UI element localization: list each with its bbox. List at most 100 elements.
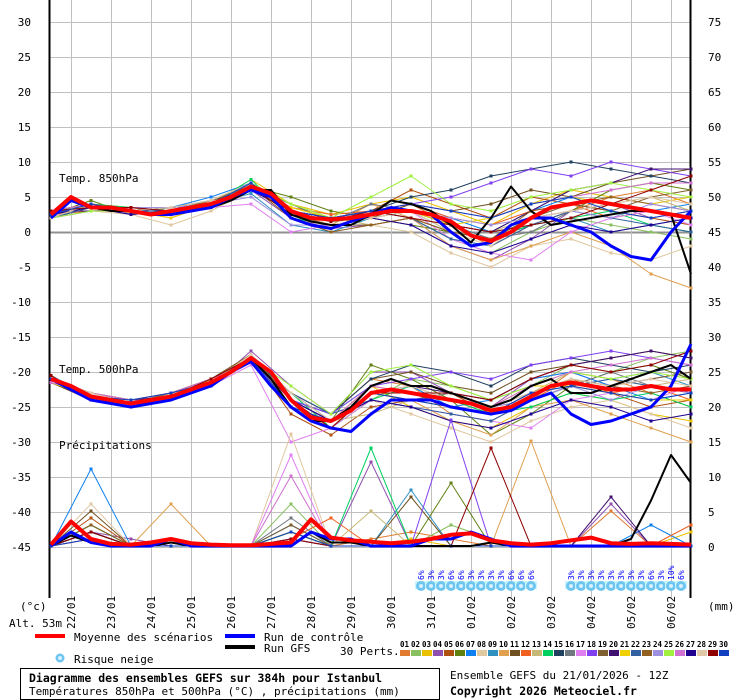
left-tick-label: -40 bbox=[11, 506, 31, 519]
t850-pert-24-line-point bbox=[609, 216, 613, 220]
pert-color-swatch bbox=[642, 650, 652, 656]
snowflake-icon-center bbox=[449, 584, 453, 588]
pert-id-label: 01 bbox=[400, 640, 410, 649]
pert-id-label: 25 bbox=[664, 640, 673, 649]
t850-pert-08-line-point bbox=[489, 265, 493, 269]
t850-pert-23-line-point bbox=[369, 223, 373, 227]
t500-pert-30-line-point bbox=[129, 398, 133, 402]
pert-color-swatch bbox=[675, 650, 685, 656]
t850-pert-10-line-point bbox=[689, 286, 693, 290]
t850-pert-29-line-point bbox=[649, 188, 653, 192]
snow-pct: 6% bbox=[447, 570, 456, 580]
pert-id-label: 03 bbox=[422, 640, 432, 649]
precip-pert-04-line-point bbox=[369, 460, 373, 464]
pert-color-swatch bbox=[664, 650, 674, 656]
t850-pert-02-line-point bbox=[609, 223, 613, 227]
pert-id-label: 07 bbox=[466, 640, 475, 649]
left-tick-label: 5 bbox=[24, 191, 31, 204]
t850-pert-25-line-point bbox=[289, 202, 293, 206]
snowflake-icon-center bbox=[629, 584, 633, 588]
pert-color-swatch bbox=[576, 650, 586, 656]
t500-pert-24-line-point bbox=[609, 398, 613, 402]
t850-pert-15-line-point bbox=[409, 195, 413, 199]
pert-color-swatch bbox=[554, 650, 564, 656]
precip-pert-06-line-point bbox=[449, 481, 453, 485]
t500-pert-30-line-point bbox=[689, 391, 693, 395]
right-tick-label: 65 bbox=[708, 86, 721, 99]
snowflake-icon-center bbox=[499, 584, 503, 588]
left-tick-label: 30 bbox=[18, 16, 31, 29]
precip-pert-11-line-point bbox=[89, 509, 93, 513]
pert-id-label: 17 bbox=[576, 640, 585, 649]
date-label: 28/01 bbox=[305, 596, 318, 629]
precip-pert-29-line-point bbox=[489, 446, 493, 450]
main-series bbox=[49, 184, 693, 548]
altitude: Alt. 53m bbox=[9, 617, 62, 630]
t850-pert-18-line-point bbox=[569, 174, 573, 178]
t500-pert-10-line-point bbox=[689, 440, 693, 444]
perturbation-series bbox=[49, 160, 693, 548]
precip-pert-29-line-point bbox=[289, 537, 293, 541]
snowflake-icon-center bbox=[639, 584, 643, 588]
precip-pert-05-line-point bbox=[89, 516, 93, 520]
t500-pert-11-line-point bbox=[529, 370, 533, 374]
t850-pert-17-line-point bbox=[289, 230, 293, 234]
pert-id-label: 16 bbox=[565, 640, 575, 649]
precip-pert-30-line-point bbox=[329, 544, 333, 548]
precip-pert-19-line-point bbox=[289, 523, 293, 527]
t850-pert-24-line-point bbox=[449, 216, 453, 220]
pert-color-swatch bbox=[499, 650, 509, 656]
pert-id-label: 13 bbox=[532, 640, 542, 649]
pert-id-label: 14 bbox=[543, 640, 553, 649]
precip-pert-11-line-point bbox=[409, 495, 413, 499]
pert-color-swatch bbox=[697, 650, 707, 656]
t850-pert-16-line-point bbox=[369, 202, 373, 206]
pert-id-label: 26 bbox=[675, 640, 685, 649]
snowflake-icon bbox=[55, 653, 65, 663]
date-label: 23/01 bbox=[105, 596, 118, 629]
snowflake-icon-center bbox=[469, 584, 473, 588]
snow-pct: 3% bbox=[467, 570, 476, 580]
pert-color-swatch bbox=[620, 650, 630, 656]
precip-pert-14-line-point bbox=[369, 446, 373, 450]
t500-pert-11-line-point bbox=[489, 391, 493, 395]
pert-id-label: 21 bbox=[620, 640, 630, 649]
pert-id-label: 09 bbox=[488, 640, 498, 649]
t500-pert-19-line-point bbox=[689, 370, 693, 374]
pert-color-swatch bbox=[565, 650, 575, 656]
precip-control-line bbox=[50, 530, 691, 548]
t850-pert-10-line-point bbox=[529, 244, 533, 248]
t850-pert-26-line-point bbox=[689, 181, 693, 185]
date-labels: 22/01 23/01 24/01 25/01 26/01 27/01 28/01 29/01… bbox=[65, 596, 678, 629]
snowflake-icon-center bbox=[569, 584, 573, 588]
right-tick-label: 30 bbox=[708, 331, 721, 344]
pert-color-swatch bbox=[433, 650, 443, 656]
t500-pert-17-line-point bbox=[289, 440, 293, 444]
precip-pert-12-line-point bbox=[329, 516, 333, 520]
left-tick-label: -20 bbox=[11, 366, 31, 379]
pert-color-swatch bbox=[400, 650, 410, 656]
pert-color-swatch bbox=[532, 650, 542, 656]
t500-pert-20-line-point bbox=[609, 356, 613, 360]
t500-pert-08-line-point bbox=[649, 412, 653, 416]
pert-color-swatch bbox=[609, 650, 619, 656]
snow-pct: 6% bbox=[417, 570, 426, 580]
t500-pert-05-line-point bbox=[369, 405, 373, 409]
label-t500: Temp. 500hPa bbox=[59, 363, 138, 376]
t850-pert-22-line-point bbox=[449, 237, 453, 241]
t500-pert-04-line-point bbox=[249, 349, 253, 353]
t850-pert-18-line-point bbox=[489, 181, 493, 185]
t850-pert-29-line-point bbox=[689, 174, 693, 178]
pert-id-label: 08 bbox=[477, 640, 487, 649]
t850-pert-30-line-point bbox=[569, 195, 573, 199]
right-tick-label: 60 bbox=[708, 121, 721, 134]
snow-pct: 3% bbox=[617, 570, 626, 580]
pert-id-label: 24 bbox=[653, 640, 663, 649]
snow-pct: 6% bbox=[647, 570, 656, 580]
t850-pert-23-line-point bbox=[609, 195, 613, 199]
t500-pert-25-line-point bbox=[609, 377, 613, 381]
left-tick-label: -30 bbox=[11, 436, 31, 449]
snow-pct: 6% bbox=[527, 570, 536, 580]
t500-pert-08-line-point bbox=[409, 412, 413, 416]
